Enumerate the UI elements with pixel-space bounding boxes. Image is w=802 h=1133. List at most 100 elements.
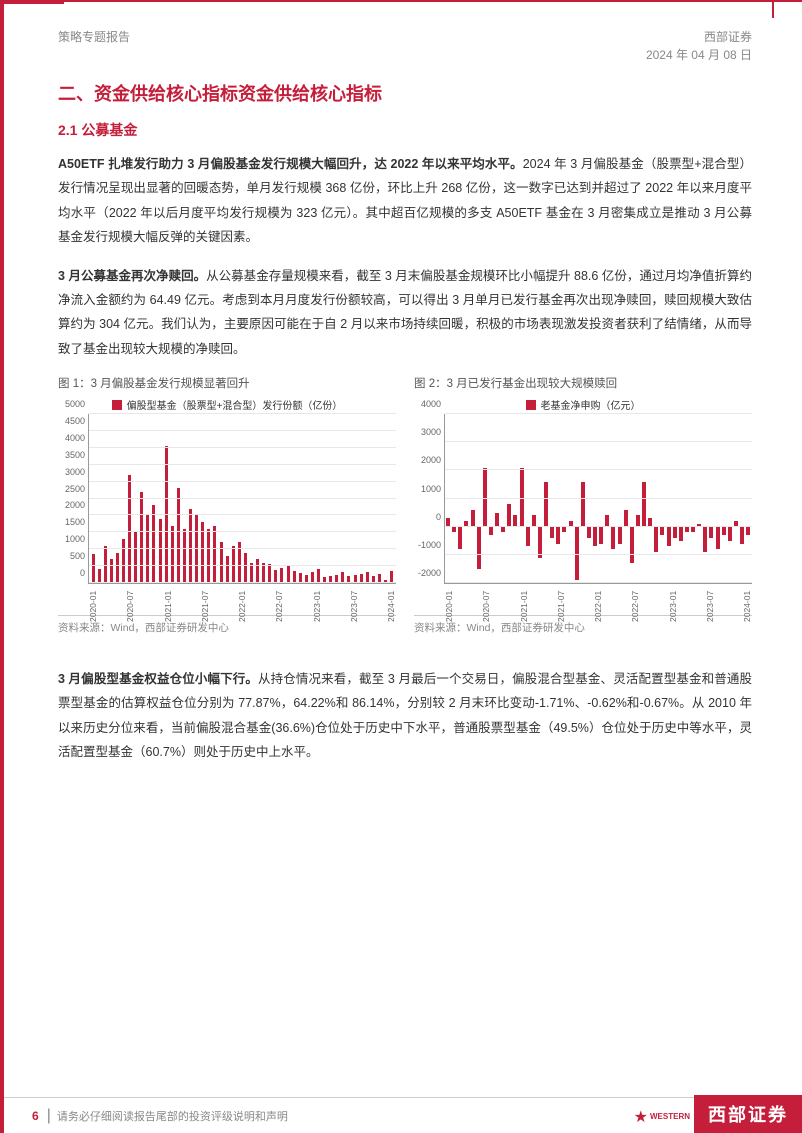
bar <box>679 414 683 583</box>
bar <box>495 414 499 583</box>
paragraph-2: 3 月公募基金再次净赎回。从公募基金存量规模来看，截至 3 月末偏股基金规模环比… <box>58 264 752 362</box>
footer-disclaimer: 请务必仔细阅读报告尾部的投资评级说明和声明 <box>57 1108 288 1124</box>
main-content: 二、资金供给核心指标资金供给核心指标 2.1 公募基金 A50ETF 扎堆发行助… <box>4 72 802 765</box>
bar <box>256 559 259 583</box>
bar <box>183 529 186 583</box>
bar <box>618 414 622 583</box>
bar <box>648 414 652 583</box>
chart-2-block: 图 2：3 月已发行基金出现较大规模赎回 老基金净申购（亿元） -2000-10… <box>414 375 752 635</box>
bar <box>587 414 591 583</box>
page-number: 6 <box>32 1109 39 1123</box>
bar <box>697 414 701 583</box>
bar <box>709 414 713 583</box>
bar <box>213 526 216 583</box>
bar <box>152 505 155 583</box>
bar <box>538 414 542 583</box>
bar <box>116 553 119 583</box>
bar <box>667 414 671 583</box>
footer-bar: 6 | 请务必仔细阅读报告尾部的投资评级说明和声明 ★ WESTERN 西部证券 <box>4 1097 802 1133</box>
bar <box>171 526 174 583</box>
bar <box>611 414 615 583</box>
report-page: 策略专题报告 西部证券 2024 年 04 月 08 日 二、资金供给核心指标资… <box>0 0 802 1133</box>
chart-1-x-labels: 2020-012020-072021-012021-072022-012022-… <box>88 586 396 622</box>
top-border-decoration <box>4 0 802 2</box>
bar <box>134 532 137 583</box>
bar <box>691 414 695 583</box>
bar <box>673 414 677 583</box>
section-title: 二、资金供给核心指标资金供给核心指标 <box>58 80 752 106</box>
legend-swatch <box>112 400 122 410</box>
chart-1-legend-text: 偏股型基金（股票型+混合型）发行份额（亿份） <box>127 397 343 412</box>
p3-lead: 3 月偏股型基金权益仓位小幅下行。 <box>58 672 258 686</box>
bar <box>716 414 720 583</box>
bar <box>654 414 658 583</box>
bar <box>513 414 517 583</box>
bar <box>122 539 125 583</box>
chart-2-plot: -2000-100001000200030004000 <box>444 414 752 584</box>
footer-right: ★ WESTERN 西部证券 <box>634 1095 802 1133</box>
chart-1-block: 图 1：3 月偏股基金发行规模显著回升 偏股型基金（股票型+混合型）发行份额（亿… <box>58 375 396 635</box>
bar <box>703 414 707 583</box>
bar <box>268 564 271 583</box>
bar <box>471 414 475 583</box>
bar <box>575 414 579 583</box>
bar <box>581 414 585 583</box>
bar <box>722 414 726 583</box>
bar <box>642 414 646 583</box>
bar <box>562 414 566 583</box>
chart-2-x-labels: 2020-012020-072021-012021-072022-012022-… <box>444 586 752 622</box>
header-right: 西部证券 2024 年 04 月 08 日 <box>646 28 752 64</box>
page-header: 策略专题报告 西部证券 2024 年 04 月 08 日 <box>4 0 802 72</box>
report-date: 2024 年 04 月 08 日 <box>646 46 752 64</box>
bar <box>550 414 554 583</box>
bar <box>195 515 198 583</box>
paragraph-1: A50ETF 扎堆发行助力 3 月偏股基金发行规模大幅回升，达 2022 年以来… <box>58 152 752 250</box>
legend-swatch <box>526 400 536 410</box>
paragraph-3: 3 月偏股型基金权益仓位小幅下行。从持仓情况来看，截至 3 月最后一个交易日，偏… <box>58 667 752 765</box>
bar <box>660 414 664 583</box>
chart-2-legend-text: 老基金净申购（亿元） <box>541 397 641 412</box>
bar <box>483 414 487 583</box>
bar <box>452 414 456 583</box>
p2-lead: 3 月公募基金再次净赎回。 <box>58 269 206 283</box>
bar <box>734 414 738 583</box>
bar <box>464 414 468 583</box>
bar <box>593 414 597 583</box>
bar <box>685 414 689 583</box>
bar <box>630 414 634 583</box>
bar <box>636 414 640 583</box>
bar <box>244 553 247 583</box>
chart-1-title: 图 1：3 月偏股基金发行规模显著回升 <box>58 375 396 391</box>
bar <box>477 414 481 583</box>
bar <box>624 414 628 583</box>
charts-row: 图 1：3 月偏股基金发行规模显著回升 偏股型基金（股票型+混合型）发行份额（亿… <box>58 375 752 635</box>
bar <box>569 414 573 583</box>
subsection-title: 2.1 公募基金 <box>58 120 752 140</box>
p1-lead: A50ETF 扎堆发行助力 3 月偏股基金发行规模大幅回升，达 2022 年以来… <box>58 157 523 171</box>
chart-2-area: 老基金净申购（亿元） -2000-100001000200030004000 2… <box>414 397 752 607</box>
chart-1-legend: 偏股型基金（股票型+混合型）发行份额（亿份） <box>58 397 396 412</box>
bar <box>458 414 462 583</box>
bar <box>746 414 750 583</box>
bar <box>446 414 450 583</box>
bar <box>159 519 162 583</box>
logo-text: WESTERN <box>650 1113 690 1121</box>
bar <box>128 475 131 583</box>
bar <box>507 414 511 583</box>
bar <box>146 515 149 583</box>
bar <box>520 414 524 583</box>
bar <box>280 568 283 583</box>
bar <box>532 414 536 583</box>
chart-1-bars <box>89 414 396 583</box>
star-icon: ★ <box>634 1107 648 1127</box>
brand-name: 西部证券 <box>694 1095 802 1133</box>
chart-1-area: 偏股型基金（股票型+混合型）发行份额（亿份） 05001000150020002… <box>58 397 396 607</box>
bar <box>556 414 560 583</box>
chart-2-title: 图 2：3 月已发行基金出现较大规模赎回 <box>414 375 752 391</box>
bar <box>287 565 290 583</box>
bar <box>92 554 95 583</box>
firm-name: 西部证券 <box>646 28 752 46</box>
bar <box>317 569 320 583</box>
top-right-decoration <box>772 0 774 18</box>
bar <box>728 414 732 583</box>
